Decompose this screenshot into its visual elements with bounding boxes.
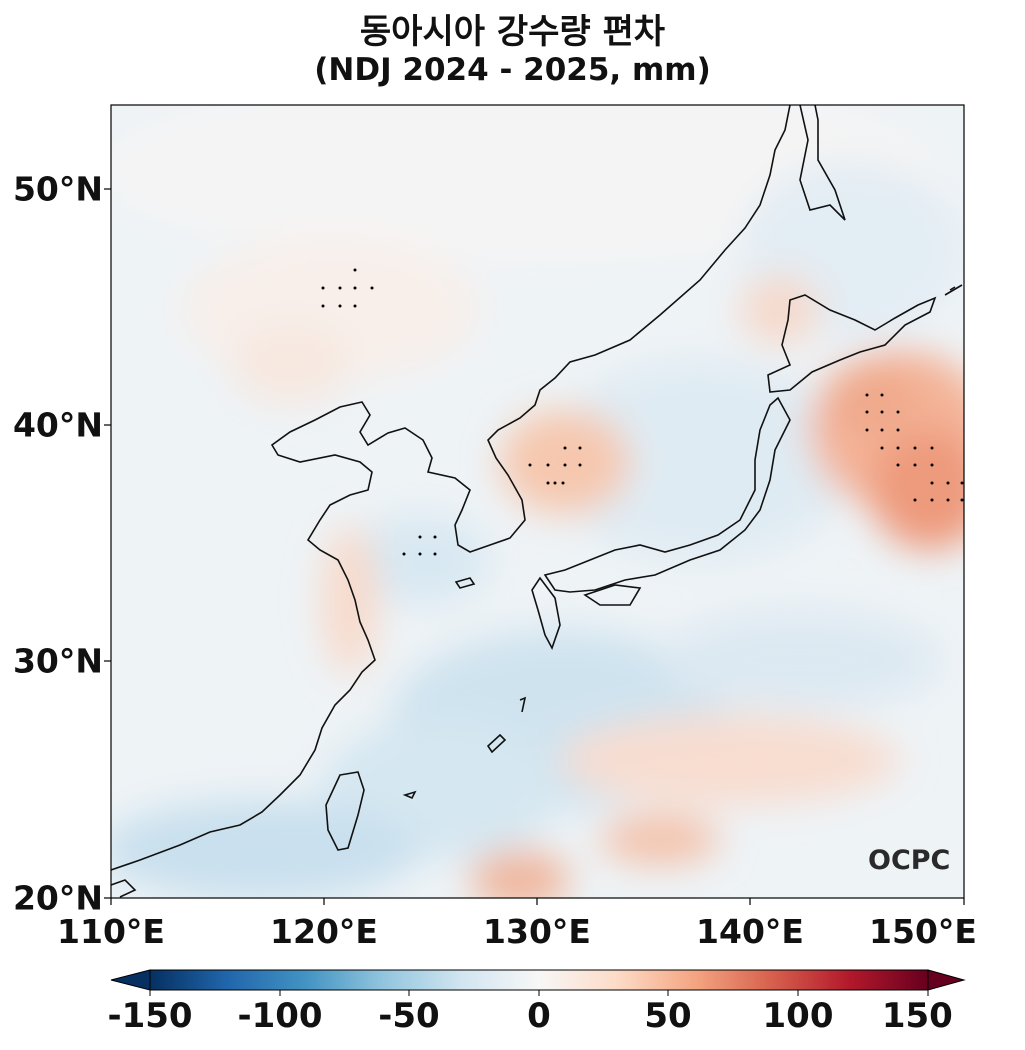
stipple-dot bbox=[546, 463, 550, 467]
stipple-dot bbox=[930, 481, 934, 485]
stipple-dot bbox=[546, 481, 550, 485]
stipple-dot bbox=[960, 481, 964, 485]
stipple-dot bbox=[930, 498, 934, 502]
lat-label-20n: 20°N bbox=[12, 878, 103, 918]
stipple-dot bbox=[578, 446, 582, 450]
stipple-dot bbox=[880, 410, 884, 414]
stipple-dot bbox=[561, 481, 565, 485]
stipple-dot bbox=[418, 552, 422, 556]
stipple-dot bbox=[370, 286, 374, 290]
colorbar bbox=[110, 969, 966, 996]
stipple-dot bbox=[338, 286, 342, 290]
colorbar-label-150: 150 bbox=[881, 996, 953, 1036]
hainan-edge bbox=[111, 879, 137, 898]
colorbar-label-0: 0 bbox=[527, 996, 551, 1036]
stipple-dot bbox=[930, 446, 934, 450]
stipple-dot bbox=[960, 498, 964, 502]
stipple-dot bbox=[946, 481, 950, 485]
stipple-dot bbox=[553, 481, 557, 485]
stipple-dot bbox=[896, 410, 900, 414]
ryukyu-islands bbox=[402, 696, 527, 800]
stipple-dot bbox=[353, 304, 357, 308]
kyushu-coast bbox=[531, 576, 561, 650]
stipple-dot bbox=[528, 463, 532, 467]
map-title: 동아시아 강수량 편차 bbox=[359, 12, 666, 52]
stipple-dot bbox=[896, 446, 900, 450]
lat-label-40n: 40°N bbox=[12, 405, 103, 445]
shikoku-coast bbox=[583, 584, 642, 606]
asia-mainland-coast bbox=[111, 105, 791, 871]
stipple-dot bbox=[880, 446, 884, 450]
stipple-dot bbox=[930, 463, 934, 467]
colorbar-extend-low bbox=[110, 969, 151, 991]
colorbar-label-minus150: -150 bbox=[107, 996, 193, 1036]
stipple-dot bbox=[578, 463, 582, 467]
significance-stippling bbox=[321, 268, 964, 556]
stipple-dot bbox=[321, 304, 325, 308]
sakhalin-coast bbox=[799, 105, 846, 221]
colorbar-label-100: 100 bbox=[762, 996, 834, 1036]
lat-label-50n: 50°N bbox=[12, 169, 103, 209]
colorbar-label-50: 50 bbox=[644, 996, 692, 1036]
stipple-dot bbox=[946, 498, 950, 502]
stipple-dot bbox=[563, 463, 567, 467]
stipple-dot bbox=[896, 428, 900, 432]
stipple-dot bbox=[563, 446, 567, 450]
stipple-dot bbox=[338, 304, 342, 308]
stipple-dot bbox=[433, 535, 437, 539]
jeju-island bbox=[454, 577, 476, 589]
stipple-dot bbox=[913, 463, 917, 467]
axis-ticks bbox=[104, 188, 965, 905]
stipple-dot bbox=[321, 286, 325, 290]
stipple-dot bbox=[880, 428, 884, 432]
stipple-dot bbox=[418, 535, 422, 539]
anomaly-field bbox=[111, 105, 964, 898]
stipple-dot bbox=[896, 463, 900, 467]
stipple-dot bbox=[865, 393, 869, 397]
stipple-dot bbox=[433, 552, 437, 556]
colorbar-label-minus100: -100 bbox=[237, 996, 323, 1036]
lon-label-120e: 120°E bbox=[270, 912, 378, 951]
coastlines bbox=[111, 105, 963, 898]
stipple-dot bbox=[865, 428, 869, 432]
hokkaido-coast bbox=[767, 294, 937, 393]
ocpc-logo: OCPC bbox=[868, 845, 951, 876]
stipple-dot bbox=[913, 498, 917, 502]
colorbar-label-minus50: -50 bbox=[378, 996, 440, 1036]
map-subtitle: (NDJ 2024 - 2025, mm) bbox=[314, 52, 711, 88]
stipple-dot bbox=[353, 268, 357, 272]
lon-label-130e: 130°E bbox=[483, 912, 591, 951]
stipple-dot bbox=[865, 410, 869, 414]
lat-label-30n: 30°N bbox=[12, 641, 103, 681]
colorbar-extend-high bbox=[927, 969, 966, 991]
lon-label-150e: 150°E bbox=[869, 912, 977, 951]
kuril-islands bbox=[944, 284, 963, 296]
honshu-coast bbox=[543, 396, 791, 593]
taiwan-coast bbox=[325, 771, 365, 851]
stipple-dot bbox=[913, 446, 917, 450]
lon-label-140e: 140°E bbox=[696, 912, 804, 951]
stipple-dot bbox=[880, 393, 884, 397]
stipple-dot bbox=[402, 552, 406, 556]
lon-label-110e: 110°E bbox=[57, 912, 165, 951]
stipple-dot bbox=[353, 286, 357, 290]
